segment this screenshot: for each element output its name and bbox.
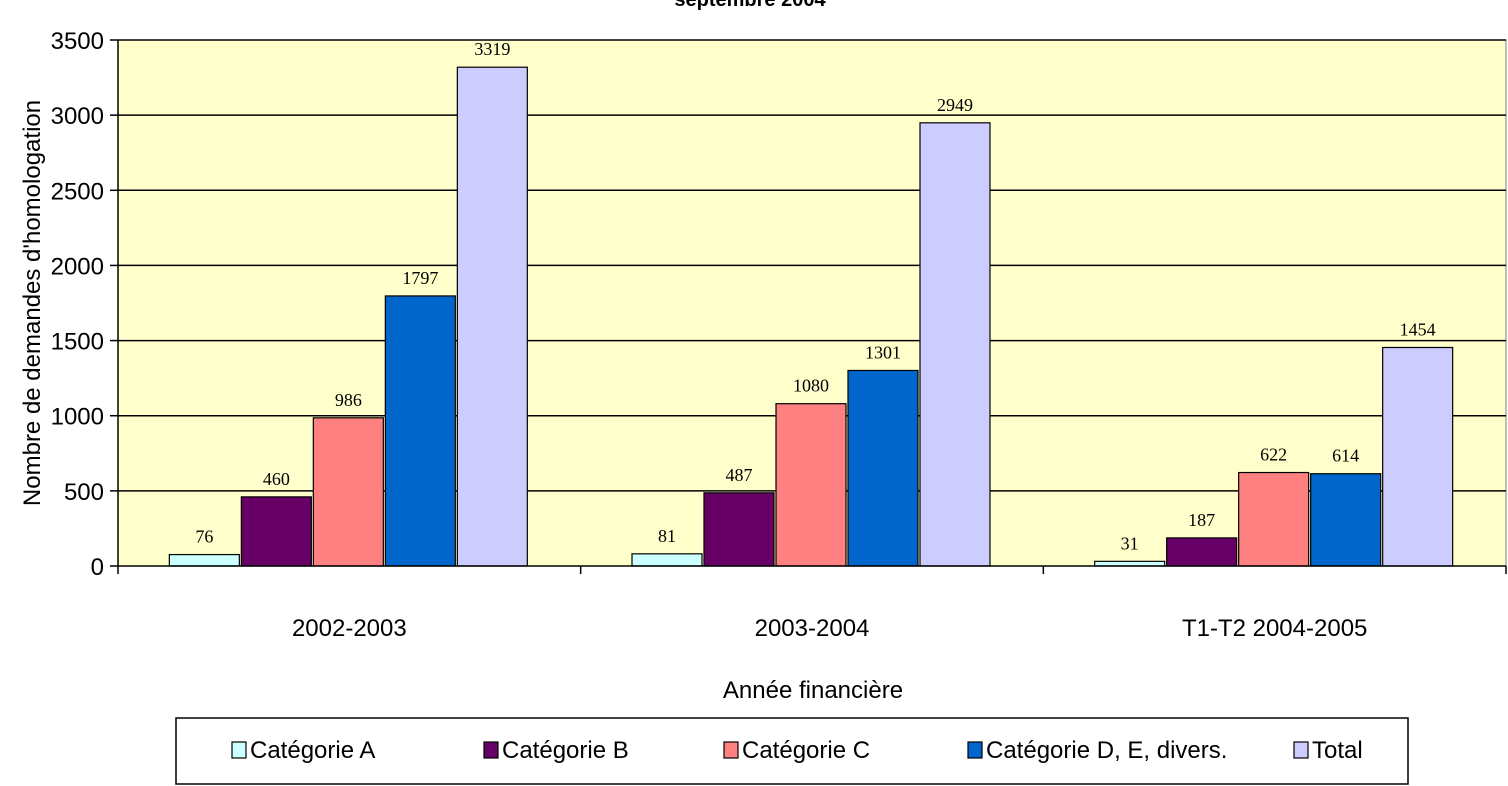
data-label: 622 xyxy=(1260,445,1287,465)
bar xyxy=(1310,473,1382,567)
data-label: 614 xyxy=(1332,446,1359,466)
legend-label: Catégorie A xyxy=(250,737,375,764)
data-labels: 76 460 986 1797 3319 81 487 1080 1301 2949 31 187 62… xyxy=(195,39,1435,553)
axes xyxy=(117,40,1507,574)
legend-label: Catégorie C xyxy=(742,737,870,764)
legend-swatch xyxy=(967,741,983,759)
bar xyxy=(240,496,312,567)
legend-box xyxy=(175,717,1409,785)
legend-swatch xyxy=(1293,741,1309,759)
data-label: 1454 xyxy=(1400,319,1436,339)
x-category-labels: 2002-2003 2003-2004 T1-T2 2004-2005 xyxy=(292,615,1367,642)
y-tick-labels: 0 500 1000 1500 2000 2500 3000 3500 xyxy=(51,28,118,581)
y-tick-label: 3500 xyxy=(51,28,104,55)
legend: Catégorie A Catégorie B Catégorie C Catégor… xyxy=(175,717,1409,785)
x-category-label: 2002-2003 xyxy=(292,615,407,642)
bar xyxy=(168,553,240,567)
data-label: 986 xyxy=(335,390,362,410)
bar xyxy=(312,417,384,567)
chart-title: septembre 2004 xyxy=(674,0,826,11)
bar xyxy=(384,295,456,567)
bar xyxy=(1382,346,1454,567)
y-tick-label: 3000 xyxy=(51,103,104,130)
legend-label: Total xyxy=(1312,737,1363,764)
data-label: 1080 xyxy=(793,376,829,396)
data-label: 460 xyxy=(263,469,290,489)
bar xyxy=(456,66,528,567)
x-category-label: T1-T2 2004-2005 xyxy=(1182,615,1367,642)
data-label: 3319 xyxy=(474,39,510,59)
bar xyxy=(1166,537,1238,567)
y-axis-title: Nombre de demandes d'homologation xyxy=(19,100,46,506)
data-label: 76 xyxy=(195,527,213,547)
data-label: 31 xyxy=(1121,533,1139,553)
y-tick-label: 2000 xyxy=(51,253,104,280)
legend-label: Catégorie D, E, divers. xyxy=(986,737,1227,764)
bar xyxy=(703,492,775,567)
y-tick-label: 2500 xyxy=(51,178,104,205)
data-label: 187 xyxy=(1188,510,1215,530)
bar xyxy=(631,553,703,567)
bar xyxy=(775,403,847,567)
x-axis-title: Année financière xyxy=(723,677,903,704)
legend-label: Catégorie B xyxy=(502,737,629,764)
y-tick-label: 1500 xyxy=(51,329,104,356)
bar xyxy=(847,369,919,567)
y-tick-label: 0 xyxy=(91,554,104,581)
data-label: 487 xyxy=(726,465,753,485)
data-label: 1797 xyxy=(402,268,438,288)
y-tick-label: 500 xyxy=(64,479,104,506)
y-tick-label: 1000 xyxy=(51,404,104,431)
data-label: 2949 xyxy=(937,95,973,115)
legend-swatch xyxy=(231,741,247,759)
legend-swatch xyxy=(723,741,739,759)
data-label: 81 xyxy=(658,526,676,546)
bar xyxy=(919,122,991,567)
legend-swatch xyxy=(483,741,499,759)
x-category-label: 2003-2004 xyxy=(755,615,870,642)
bars xyxy=(168,66,1454,567)
bar xyxy=(1238,471,1310,567)
data-label: 1301 xyxy=(865,342,901,362)
